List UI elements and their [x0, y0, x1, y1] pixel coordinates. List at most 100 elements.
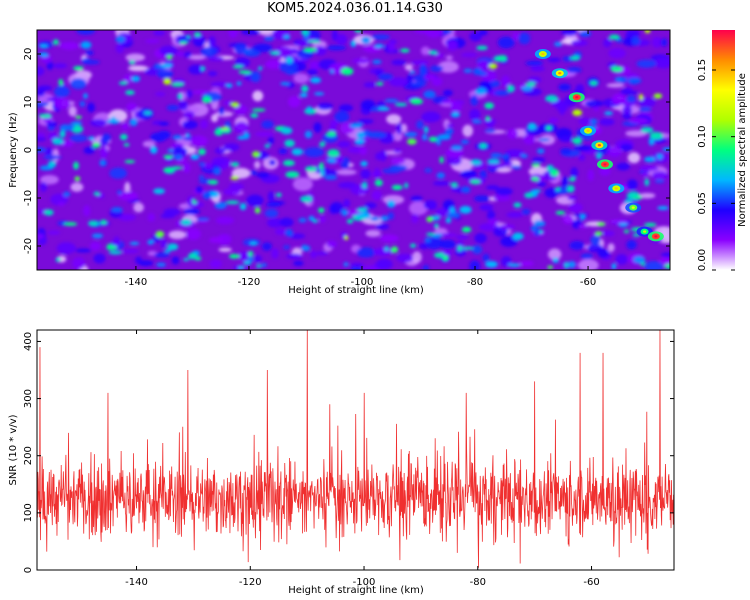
heatmap-cell	[246, 194, 264, 207]
heatmap-cell	[423, 90, 436, 99]
heatmap-cell	[309, 77, 322, 84]
heatmap-cell	[644, 178, 650, 187]
heatmap-cell	[303, 147, 324, 158]
heatmap-cell	[638, 107, 652, 112]
heatmap-cell	[124, 181, 131, 195]
heatmap-cell	[538, 229, 544, 234]
heatmap-cell	[110, 116, 116, 121]
heatmap-cell	[361, 36, 371, 45]
heatmap-cell	[412, 251, 422, 264]
heatmap-cell	[198, 148, 206, 156]
heatmap-cell	[106, 118, 121, 124]
heatmap-cell	[193, 35, 204, 41]
heatmap-cell	[267, 191, 275, 203]
heatmap-cell	[584, 100, 604, 108]
heatmap-cell	[256, 172, 270, 178]
heatmap-cell	[37, 147, 46, 153]
heatmap-cell	[564, 261, 569, 270]
heatmap-cell	[283, 245, 290, 250]
heatmap-cell	[37, 66, 45, 76]
heatmap-cell	[315, 251, 329, 256]
heatmap-cell	[616, 162, 631, 171]
heatmap-cell	[153, 30, 166, 36]
heatmap-x-tick-label: -60	[580, 277, 596, 288]
heatmap-cell	[304, 166, 318, 173]
heatmap-cell	[295, 40, 310, 47]
heatmap-cell	[558, 83, 572, 91]
heatmap-cell	[446, 123, 454, 128]
heatmap-cell	[63, 222, 78, 226]
heatmap-cell	[293, 73, 309, 84]
heatmap-cell	[660, 38, 668, 47]
heatmap-cell	[124, 159, 136, 164]
heatmap-cell	[70, 121, 83, 126]
heatmap-cell	[618, 222, 629, 227]
heatmap-cell	[243, 132, 250, 140]
heatmap-cell	[172, 134, 183, 141]
heatmap-cell	[520, 153, 528, 158]
colorbar-label: Normalized spectral amplitude	[737, 73, 748, 227]
heatmap-cell	[579, 30, 592, 38]
heatmap-cell	[75, 248, 92, 253]
heatmap-cell	[154, 252, 170, 258]
snr-x-tick-label: -60	[583, 577, 599, 588]
heatmap-cell	[486, 119, 495, 129]
heatmap-cell	[46, 61, 54, 70]
heatmap-cell	[450, 144, 463, 151]
heatmap-cell	[537, 181, 547, 187]
heatmap-cell	[291, 148, 304, 156]
heatmap-cell	[442, 30, 453, 34]
heatmap-cell	[230, 176, 240, 180]
chart-title: KOM5.2024.036.01.14.G30	[267, 1, 443, 16]
heatmap-cell	[622, 105, 633, 116]
heatmap-cell	[404, 63, 414, 71]
heatmap-cell	[118, 213, 136, 221]
heatmap-cell	[424, 74, 436, 80]
heatmap-cell	[625, 130, 648, 137]
heatmap-cell	[373, 247, 393, 257]
heatmap-cell	[359, 146, 368, 155]
heatmap-cell	[210, 81, 229, 87]
heatmap-cell	[389, 77, 408, 87]
heatmap-cell	[525, 60, 544, 66]
snr-y-ticks: 0 100 200 300 400	[23, 332, 674, 573]
heatmap-cell	[390, 164, 408, 171]
heatmap-cell	[530, 65, 545, 72]
heatmap-cell	[183, 207, 200, 215]
heatmap-cell	[602, 230, 615, 237]
heatmap-cell	[567, 195, 578, 201]
heatmap-cell	[203, 162, 214, 169]
heatmap-cell	[228, 183, 245, 190]
heatmap-cell	[499, 224, 516, 230]
heatmap-cell	[156, 69, 174, 79]
heatmap-cell	[68, 105, 77, 117]
heatmap-cell	[171, 256, 180, 265]
heatmap-cell	[370, 34, 391, 40]
heatmap-cell	[125, 90, 135, 96]
heatmap-cell	[455, 235, 469, 240]
heatmap-cell	[648, 138, 655, 146]
heatmap-cell	[482, 253, 490, 262]
heatmap-cell	[265, 59, 284, 70]
heatmap-cell	[460, 139, 470, 145]
heatmap-cell	[559, 147, 572, 155]
heatmap-cell	[236, 81, 242, 86]
heatmap-cell	[555, 210, 566, 215]
heatmap-cell	[523, 133, 536, 145]
heatmap-cell	[44, 147, 53, 156]
heatmap-cell	[168, 230, 187, 240]
heatmap-cell	[487, 158, 501, 164]
heatmap-cell	[384, 245, 389, 252]
heatmap-cell	[376, 82, 384, 86]
heatmap-feature-core	[597, 144, 601, 147]
heatmap-x-ticks: -140 -120 -100 -80 -60	[125, 30, 596, 288]
heatmap-cell	[129, 118, 138, 127]
heatmap-cell	[223, 100, 233, 105]
heatmap-cell	[267, 136, 275, 145]
heatmap-cell	[633, 256, 646, 264]
heatmap-cell	[587, 169, 594, 182]
heatmap-cell	[70, 78, 87, 90]
heatmap-cell	[426, 216, 434, 223]
heatmap-cell	[256, 264, 262, 268]
